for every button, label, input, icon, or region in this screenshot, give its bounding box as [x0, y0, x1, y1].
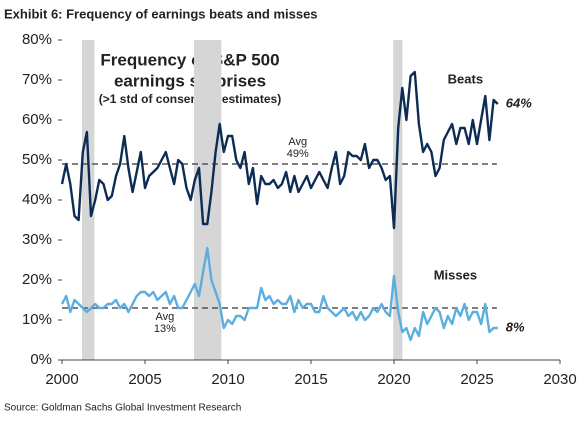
inset-title: earnings surprises	[114, 71, 266, 90]
y-tick-label: 40%	[22, 191, 52, 208]
x-tick-label: 2005	[128, 371, 161, 388]
y-tick-label: 0%	[30, 351, 52, 368]
x-tick-label: 2020	[377, 371, 410, 388]
end-label: 64%	[506, 95, 532, 110]
series-name: Misses	[434, 267, 477, 282]
series-line	[60, 70, 499, 230]
recession-band	[393, 40, 403, 360]
series-name: Beats	[448, 71, 483, 86]
average-label: 49%	[287, 148, 309, 160]
y-tick-label: 70%	[22, 71, 52, 88]
x-tick-label: 2025	[460, 371, 493, 388]
y-tick-label: 10%	[22, 311, 52, 328]
recession-band	[193, 40, 222, 360]
y-tick-label: 60%	[22, 111, 52, 128]
y-tick-label: 80%	[22, 31, 52, 48]
x-tick-label: 2015	[294, 371, 327, 388]
source: Source: Goldman Sachs Global Investment …	[4, 403, 241, 414]
x-tick-label: 2030	[543, 371, 576, 388]
average-label: Avg	[288, 136, 307, 148]
average-label: 13%	[154, 323, 176, 335]
inset-subtitle: (>1 std of consensus estimates)	[99, 92, 281, 106]
x-tick-label: 2000	[45, 371, 78, 388]
end-label: 8%	[506, 319, 525, 334]
y-tick-label: 20%	[22, 271, 52, 288]
y-tick-label: 50%	[22, 151, 52, 168]
x-tick-label: 2010	[211, 371, 244, 388]
recession-band	[81, 40, 95, 360]
y-tick-label: 30%	[22, 231, 52, 248]
average-label: Avg	[156, 311, 175, 323]
chart-title: Exhibit 6: Frequency of earnings beats a…	[4, 6, 318, 21]
series-line	[60, 246, 498, 342]
inset-title: Frequency of S&P 500	[100, 50, 279, 69]
